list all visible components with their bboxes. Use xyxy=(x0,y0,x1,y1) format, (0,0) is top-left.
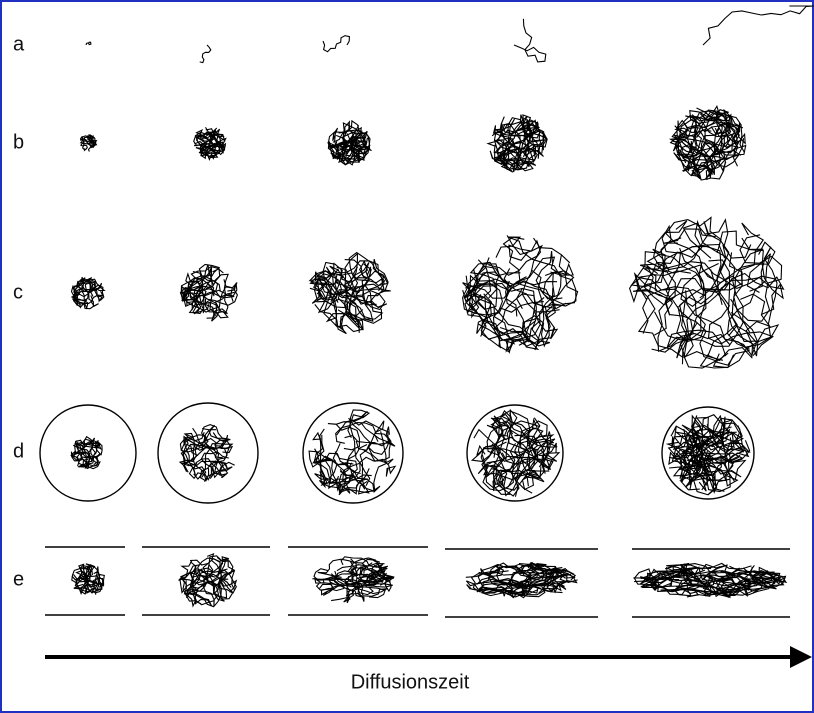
diagram: a b c d e Diffusionszeit xyxy=(0,0,814,713)
frame xyxy=(1,1,813,712)
axis-label: Diffusionszeit xyxy=(351,671,470,693)
row-label: d xyxy=(13,440,24,462)
row-label: c xyxy=(13,281,23,303)
row-label: e xyxy=(13,568,24,590)
row-label: a xyxy=(13,33,25,55)
row-label: b xyxy=(13,131,24,153)
